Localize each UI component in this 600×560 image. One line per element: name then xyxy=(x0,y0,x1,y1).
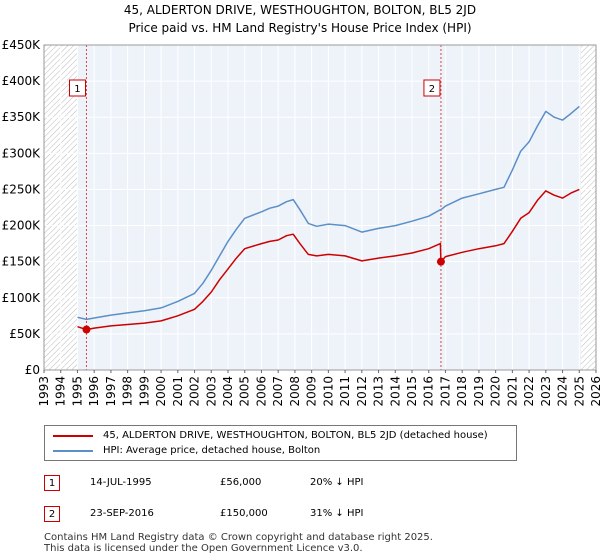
x-tick-label: 2014 xyxy=(388,376,402,407)
y-tick-label: £350K xyxy=(2,110,42,124)
x-tick-label: 2003 xyxy=(204,376,218,407)
chart-subtitle: Price paid vs. HM Land Registry's House … xyxy=(128,21,472,35)
x-tick-label: 2020 xyxy=(489,376,503,407)
price-chart: 1 2 £0 £50K £100K £150K £200K £250K £300K £350K £4… xyxy=(2,38,600,407)
x-tick-label: 2013 xyxy=(372,376,386,407)
x-tick-label: 2011 xyxy=(338,376,352,407)
x-tick-label: 2024 xyxy=(556,376,570,407)
x-tick-label: 2015 xyxy=(405,376,419,407)
x-tick-label: 2008 xyxy=(288,376,302,407)
x-tick-label: 2007 xyxy=(271,376,285,407)
sale-date: 23-SEP-2016 xyxy=(90,508,154,519)
x-tick-label: 2000 xyxy=(154,376,168,407)
sale-hpi-diff: 31% ↓ HPI xyxy=(310,508,364,519)
y-tick-label: £100K xyxy=(2,291,42,305)
sale-date: 14-JUL-1995 xyxy=(90,477,152,488)
x-tick-label: 2017 xyxy=(438,376,452,407)
y-tick-label: £400K xyxy=(2,74,42,88)
x-tick-label: 2006 xyxy=(254,376,268,407)
legend: 45, ALDERTON DRIVE, WESTHOUGHTON, BOLTON… xyxy=(44,425,517,461)
x-tick-label: 1998 xyxy=(121,376,135,407)
x-tick-label: 1997 xyxy=(104,376,118,407)
x-tick-label: 2002 xyxy=(188,376,202,407)
sale-1-label-box xyxy=(68,79,86,97)
footer-licence: This data is licensed under the Open Gov… xyxy=(44,543,363,554)
x-tick-label: 2001 xyxy=(171,376,185,407)
footer-copyright: Contains HM Land Registry data © Crown c… xyxy=(44,532,433,543)
sale-price: £56,000 xyxy=(220,477,262,488)
legend-swatch-hpi xyxy=(53,450,93,452)
x-tick-label: 2021 xyxy=(505,376,519,407)
y-tick-label: £250K xyxy=(2,182,42,196)
legend-label-property: 45, ALDERTON DRIVE, WESTHOUGHTON, BOLTON… xyxy=(103,430,488,441)
y-tick-label: £150K xyxy=(2,255,42,269)
y-tick-label: £300K xyxy=(2,146,42,160)
legend-swatch-property xyxy=(53,435,93,437)
sale-1-label: 1 xyxy=(74,84,80,95)
y-tick-label: £450K xyxy=(2,38,42,52)
hpi-line xyxy=(77,105,580,321)
hatched-range-1 xyxy=(580,45,596,370)
x-tick-label: 1995 xyxy=(70,376,84,407)
x-tick-label: 2005 xyxy=(238,376,252,407)
sale-hpi-diff: 20% ↓ HPI xyxy=(310,477,364,488)
x-tick-label: 2019 xyxy=(472,376,486,407)
x-tick-label: 1999 xyxy=(137,376,151,407)
sale-price: £150,000 xyxy=(220,508,268,519)
x-tick-label: 1996 xyxy=(87,376,101,407)
x-tick-label: 2025 xyxy=(572,376,586,407)
x-tick-label: 2016 xyxy=(422,376,436,407)
x-tick-label: 2004 xyxy=(221,376,235,407)
chart-title: 45, ALDERTON DRIVE, WESTHOUGHTON, BOLTON… xyxy=(123,3,477,17)
sale-2-label: 2 xyxy=(429,84,435,95)
x-tick-label: 2023 xyxy=(539,376,553,407)
sale-marker-box: 1 xyxy=(44,475,60,491)
legend-label-hpi: HPI: Average price, detached house, Bolt… xyxy=(103,445,321,456)
plot-area xyxy=(44,45,596,370)
x-tick-label: 2010 xyxy=(321,376,335,407)
x-tick-label: 2012 xyxy=(355,376,369,407)
sale-marker-box: 2 xyxy=(44,506,60,522)
x-tick-label: 2022 xyxy=(522,376,536,407)
x-tick-label: 2009 xyxy=(305,376,319,407)
x-tick-label: 2026 xyxy=(589,376,600,407)
plot-frame xyxy=(43,44,597,371)
y-tick-label: £0 xyxy=(25,363,40,377)
y-tick-label: £50K xyxy=(9,327,41,341)
x-tick-label: 1993 xyxy=(37,376,51,407)
property-price-line xyxy=(77,188,580,331)
sale-2-label-box xyxy=(423,79,441,97)
y-tick-label: £200K xyxy=(2,219,42,233)
sale-2-point xyxy=(436,257,445,266)
x-tick-label: 2018 xyxy=(455,376,469,407)
sale-1-point xyxy=(82,325,91,334)
x-tick-label: 1994 xyxy=(54,376,68,407)
